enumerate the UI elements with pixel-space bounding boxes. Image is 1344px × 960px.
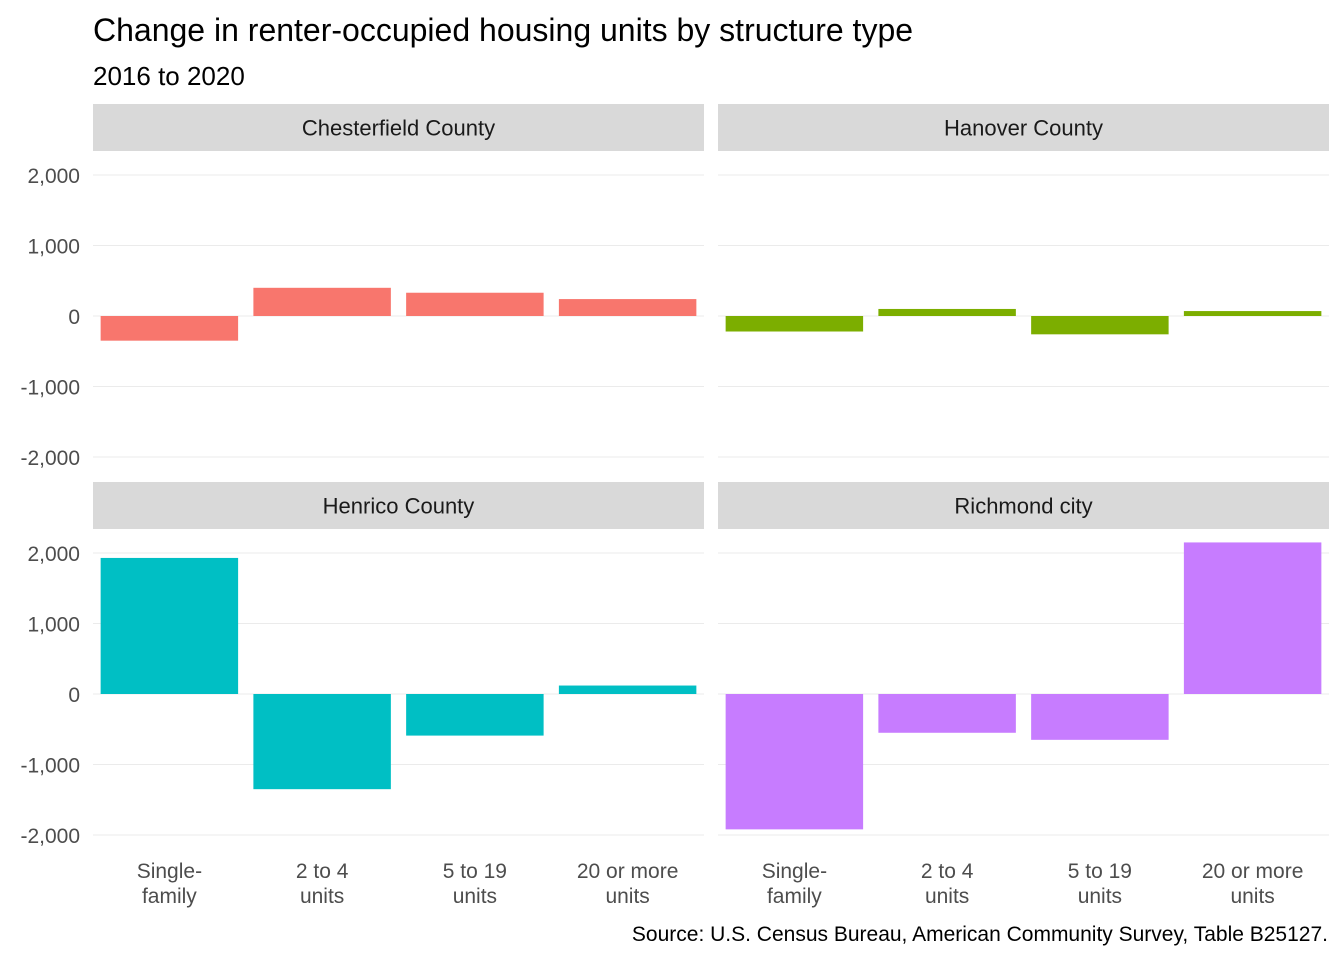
facet-label: Richmond city	[954, 494, 1092, 519]
x-tick-label-line: 5 to 19	[1068, 860, 1132, 883]
bar	[406, 292, 544, 316]
bar	[100, 316, 239, 341]
facet-strip	[718, 104, 1329, 151]
facet-panel: Hanover County	[718, 104, 1329, 458]
y-tick-label: -2,000	[20, 825, 80, 848]
bar	[1031, 316, 1169, 335]
bar	[1183, 311, 1322, 316]
y-tick-label: 2,000	[27, 165, 80, 188]
chart-title: Change in renter-occupied housing units …	[93, 12, 913, 48]
x-tick-label: Single-family	[762, 860, 827, 908]
facet-panel: Henrico County 2,000 1,000 0 -1,000 -2,000 Sin…	[20, 482, 704, 908]
x-tick-label-line: family	[767, 885, 822, 908]
x-tick-label: Single-family	[137, 860, 202, 908]
y-tick-label: 0	[68, 684, 80, 707]
x-tick-label-line: 20 or more	[1202, 860, 1304, 883]
facet-strip	[93, 104, 704, 151]
x-tick-label: 5 to 19 units	[443, 860, 507, 908]
chart-caption: Source: U.S. Census Bureau, American Com…	[632, 923, 1328, 946]
bar	[558, 299, 697, 316]
x-tick-label-line: family	[142, 885, 197, 908]
x-tick-label-line: units	[605, 885, 649, 908]
x-tick-label-line: 20 or more	[577, 860, 679, 883]
x-tick-label-line: 2 to 4	[921, 860, 974, 883]
bar	[725, 316, 864, 332]
y-tick-label: -2,000	[20, 447, 80, 470]
chart-subtitle: 2016 to 2020	[93, 61, 245, 91]
y-tick-label: 0	[68, 306, 80, 329]
bar	[1031, 694, 1169, 740]
x-tick-label: 20 or more units	[577, 860, 679, 908]
x-tick-label: 20 or more units	[1202, 860, 1304, 908]
bar	[558, 685, 697, 694]
x-tick-label: 5 to 19 units	[1068, 860, 1132, 908]
x-tick-label-line: Single-	[762, 860, 827, 883]
bar	[1183, 542, 1322, 694]
x-tick-label-line: 5 to 19	[443, 860, 507, 883]
facet-label: Chesterfield County	[302, 116, 495, 141]
x-tick-label-line: units	[453, 885, 497, 908]
x-tick-label-line: Single-	[137, 860, 202, 883]
x-tick-label: 2 to 4 units	[296, 860, 349, 908]
x-tick-label-line: units	[1230, 885, 1274, 908]
x-tick-label-line: units	[1078, 885, 1122, 908]
facet-label: Hanover County	[944, 116, 1103, 141]
bar	[100, 557, 239, 694]
facet-panel: Chesterfield County 2,000 1,000 0 -1,000 -2,0…	[20, 104, 704, 470]
y-tick-label: 1,000	[27, 614, 80, 637]
facet-panels: Chesterfield County 2,000 1,000 0 -1,000 -2,0…	[20, 104, 1329, 908]
x-tick-label-line: 2 to 4	[296, 860, 349, 883]
y-tick-label: 1,000	[27, 236, 80, 259]
bar	[253, 694, 391, 790]
y-tick-label: 2,000	[27, 543, 80, 566]
bar	[725, 694, 864, 830]
y-tick-label: -1,000	[20, 377, 80, 400]
bar	[253, 287, 391, 316]
bar	[406, 694, 544, 736]
facet-strip	[718, 482, 1329, 529]
facet-label: Henrico County	[323, 494, 475, 519]
x-tick-label: 2 to 4 units	[921, 860, 974, 908]
bar	[878, 694, 1016, 733]
facet-strip	[93, 482, 704, 529]
x-tick-label-line: units	[300, 885, 344, 908]
x-tick-label-line: units	[925, 885, 969, 908]
bar	[878, 308, 1016, 316]
y-tick-label: -1,000	[20, 755, 80, 778]
